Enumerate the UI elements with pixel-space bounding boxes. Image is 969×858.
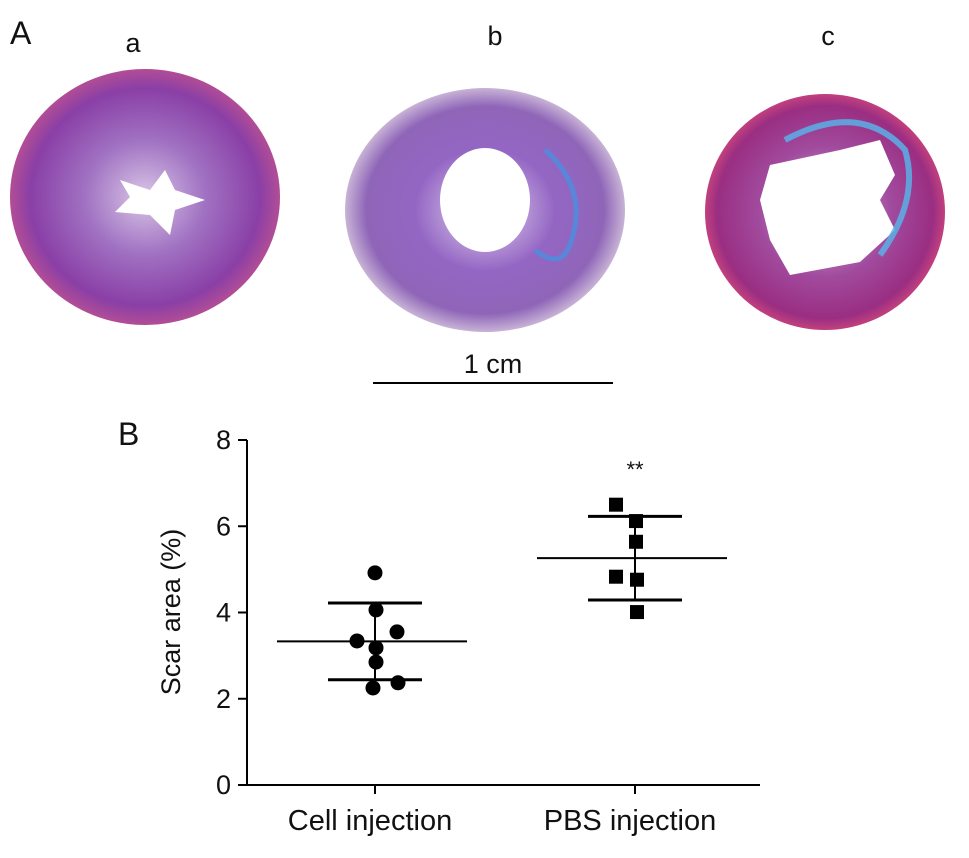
scale-label: 1 cm [464,349,523,379]
lumen [115,170,205,235]
lumen [760,140,895,275]
point [365,680,381,696]
panel-b: B Scar area (%) 0 2 4 6 8 Cell injection PBS i… [118,416,760,837]
image-label: b [487,21,502,51]
y-tick-label: 6 [216,511,231,541]
x-tick-label: Cell injection [288,805,452,837]
point [367,565,383,581]
panel-a: A a b c 1 cm [10,15,945,384]
scar [533,148,579,262]
annotation: ** [626,457,644,482]
point [630,605,644,620]
point [609,497,623,512]
y-tick-label: 0 [216,770,231,800]
point [630,572,644,587]
image-label: c [821,21,835,51]
point [389,624,405,640]
y-tick-label: 4 [216,598,231,628]
point [390,675,406,691]
scar [783,119,913,257]
panel-label: A [10,15,32,51]
y-tick-label: 8 [216,425,231,455]
point [609,569,623,584]
y-axis-title: Scar area (%) [156,529,186,696]
panel-label: B [118,416,139,452]
image-label: a [125,28,141,58]
x-tick-label: PBS injection [544,805,717,837]
y-tick-label: 2 [216,684,231,714]
lumen [440,148,530,252]
